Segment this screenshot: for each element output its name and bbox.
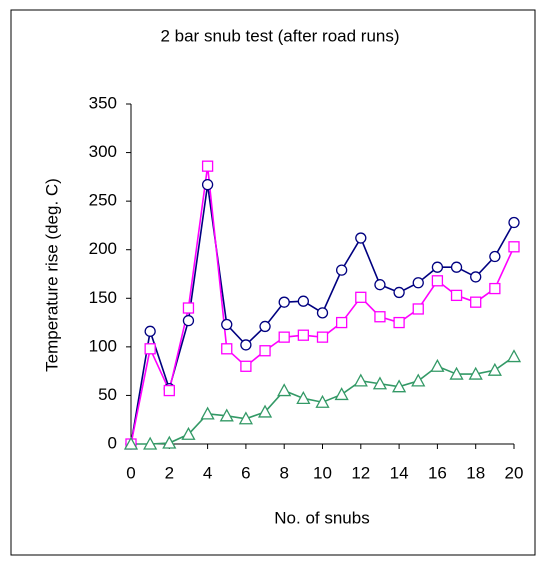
marker (355, 291, 367, 303)
marker (412, 277, 424, 289)
marker (162, 435, 177, 449)
marker (297, 295, 310, 307)
marker (219, 408, 234, 422)
y-tick-label: 200 (89, 239, 117, 258)
marker (278, 331, 290, 343)
x-tick-label: 8 (279, 463, 288, 482)
x-tick-label: 16 (428, 463, 447, 482)
marker (143, 436, 158, 450)
y-tick-label: 0 (108, 433, 117, 452)
x-tick-label: 6 (241, 463, 250, 482)
marker (374, 279, 386, 291)
marker (278, 296, 290, 308)
x-tick-label: 14 (390, 463, 409, 482)
y-tick-label: 300 (89, 142, 117, 161)
marker (355, 232, 367, 244)
marker (257, 404, 273, 418)
marker (489, 282, 501, 295)
x-tick-label: 0 (126, 463, 135, 482)
marker (431, 275, 444, 287)
marker (238, 411, 253, 425)
marker (411, 373, 426, 387)
marker (430, 358, 445, 372)
x-axis-label: No. of snubs (274, 508, 369, 527)
marker (181, 426, 196, 440)
marker (393, 316, 405, 329)
marker (353, 373, 368, 387)
marker (259, 345, 271, 357)
y-tick-label: 50 (98, 385, 117, 404)
marker (123, 436, 139, 450)
marker (182, 314, 195, 327)
marker (487, 362, 502, 376)
x-tick-label: 10 (313, 463, 332, 482)
marker (506, 349, 522, 363)
marker (201, 178, 214, 191)
marker (144, 325, 156, 337)
marker (316, 307, 329, 319)
marker (182, 302, 195, 314)
marker (393, 286, 405, 299)
marker (221, 318, 233, 331)
marker (335, 316, 348, 329)
marker (221, 343, 233, 355)
marker (163, 384, 175, 397)
marker (296, 390, 311, 404)
marker (431, 261, 444, 273)
marker (470, 271, 482, 283)
marker (392, 379, 407, 393)
marker (412, 303, 424, 315)
marker (297, 329, 310, 341)
marker (315, 394, 330, 408)
chart-title: 2 bar snub test (after road runs) (160, 26, 399, 45)
y-tick-label: 150 (89, 288, 117, 307)
x-tick-label: 4 (203, 463, 212, 482)
marker (450, 289, 463, 302)
marker (372, 376, 388, 390)
marker (240, 339, 252, 351)
marker (450, 261, 463, 273)
y-tick-label: 250 (89, 191, 117, 210)
marker (470, 296, 482, 308)
x-tick-label: 18 (466, 463, 485, 482)
marker (316, 331, 329, 343)
marker (449, 366, 464, 380)
marker (374, 311, 386, 323)
y-tick-label: 100 (89, 336, 117, 355)
marker (200, 406, 215, 420)
marker (334, 387, 349, 401)
x-tick-label: 20 (505, 463, 524, 482)
marker (335, 264, 348, 276)
x-tick-label: 2 (165, 463, 174, 482)
marker (240, 360, 252, 372)
marker (468, 366, 483, 380)
marker (508, 216, 520, 229)
marker (489, 250, 501, 263)
chart-frame (10, 9, 536, 556)
marker (277, 383, 292, 397)
y-tick-label: 350 (89, 93, 117, 112)
y-axis-label: Temperature rise (deg. C) (42, 178, 61, 372)
marker (144, 343, 156, 355)
marker (259, 320, 271, 333)
marker (201, 160, 214, 172)
marker (508, 241, 520, 253)
x-tick-label: 12 (351, 463, 370, 482)
